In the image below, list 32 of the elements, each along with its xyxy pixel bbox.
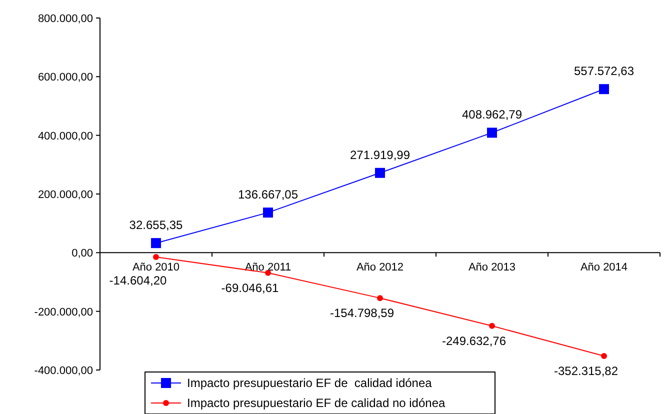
data-label: 408.962,79 <box>462 108 522 122</box>
y-tick-label: -200.000,00 <box>34 306 93 318</box>
x-tick-label: Año 2012 <box>356 262 404 274</box>
data-label: 32.655,35 <box>129 218 184 232</box>
data-label: -69.046,61 <box>221 280 280 295</box>
data-label: -14.604,20 <box>109 274 168 288</box>
y-tick-label: 600.000,00 <box>38 72 93 84</box>
point <box>601 353 607 360</box>
point <box>151 238 161 248</box>
data-label: 271.919,99 <box>350 148 410 162</box>
y-tick-label: 0,00 <box>72 248 93 260</box>
point <box>377 295 383 302</box>
point <box>489 322 495 329</box>
point <box>599 84 609 94</box>
y-tick-label: 400.000,00 <box>38 130 93 142</box>
x-tick-label: Año 2014 <box>580 262 628 274</box>
legend-label: Impacto presupuestario EF de calidad idónea <box>187 376 432 390</box>
data-label: 136.667,05 <box>238 188 298 202</box>
point <box>263 208 273 218</box>
point <box>375 168 385 178</box>
y-tick-label: -400.000,00 <box>34 365 93 377</box>
legend-label: Impacto presupuestario EF de calidad no idónea <box>187 396 446 410</box>
data-label: -249.632,76 <box>442 334 506 348</box>
x-tick-label: Año 2013 <box>468 262 516 274</box>
data-label: -154.798,59 <box>330 306 394 320</box>
y-tick-label: 800.000,00 <box>38 13 93 25</box>
point <box>153 254 159 260</box>
point <box>487 128 497 138</box>
y-tick-label: 200.000,00 <box>38 189 93 201</box>
data-label: -352.315,82 <box>554 364 618 378</box>
x-tick-label: Año 2010 <box>132 262 180 274</box>
data-label: 557.572,63 <box>574 64 634 78</box>
